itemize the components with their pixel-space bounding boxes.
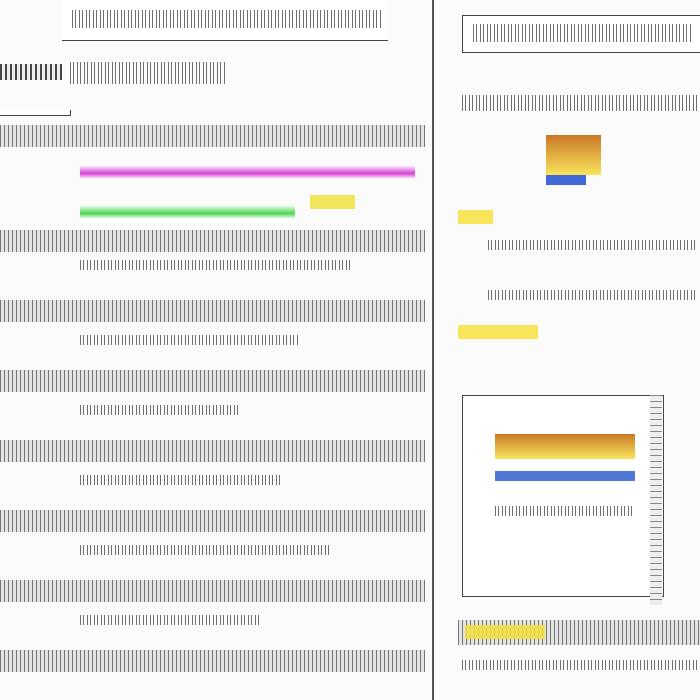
highlight-yellow: [458, 325, 538, 339]
toolbar-subrow: [70, 62, 225, 84]
right-subheader: [462, 95, 700, 111]
highlight-green: [80, 205, 295, 219]
highlight-yellow: [465, 625, 545, 639]
highlight-yellow: [458, 210, 493, 224]
highlight-yellow: [310, 195, 355, 209]
right-panel-top: [458, 120, 700, 370]
row-band[interactable]: [0, 300, 425, 322]
text-row: [80, 335, 300, 345]
row-band[interactable]: [0, 580, 425, 602]
row-band[interactable]: [0, 370, 425, 392]
top-toolbar: [62, 0, 388, 41]
text-row: [80, 475, 280, 485]
row-band[interactable]: [0, 230, 425, 252]
text-row: [80, 615, 260, 625]
highlight-blue: [495, 471, 635, 481]
left-header-box: [0, 110, 71, 116]
text-row: [80, 405, 240, 415]
text-row: [80, 260, 350, 270]
text-row: [80, 545, 330, 555]
pane-divider[interactable]: [432, 0, 434, 700]
toolbar-items[interactable]: [72, 10, 382, 28]
text-row: [488, 290, 698, 300]
highlight-yellow: [546, 135, 601, 175]
highlight-magenta: [80, 165, 415, 179]
left-pane: [0, 120, 430, 700]
right-panel-bottom: [462, 395, 664, 597]
highlight-blue: [546, 175, 586, 185]
text-row: [495, 506, 635, 516]
highlight-yellow: [495, 434, 635, 459]
right-footer-row: [462, 660, 700, 670]
menu-icon[interactable]: [0, 64, 62, 80]
row-band[interactable]: [0, 440, 425, 462]
row-band[interactable]: [0, 650, 425, 672]
row-band[interactable]: [0, 125, 425, 147]
scrollbar[interactable]: [650, 395, 662, 605]
row-band[interactable]: [0, 510, 425, 532]
text-row: [488, 240, 698, 250]
tab-strip[interactable]: [473, 24, 693, 42]
right-header: [462, 15, 700, 53]
